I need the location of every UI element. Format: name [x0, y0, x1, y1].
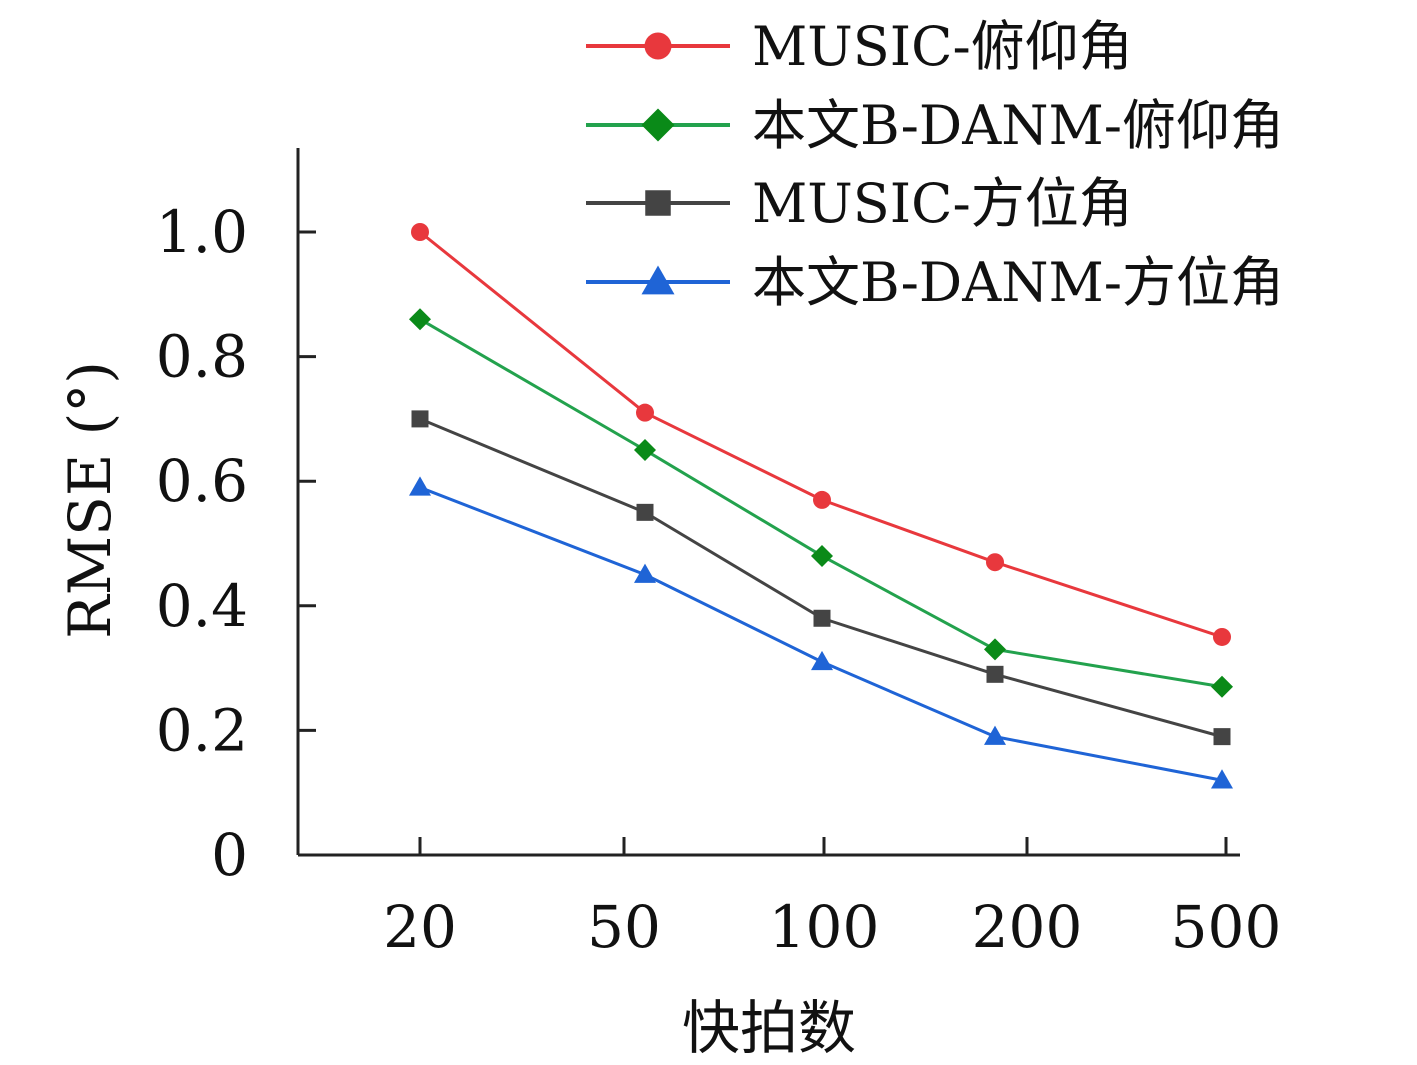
y-tick-label: 0	[211, 821, 248, 889]
legend-item: MUSIC-方位角	[586, 172, 1133, 235]
data-point-triangle	[641, 265, 675, 295]
data-point-triangle	[409, 476, 431, 496]
data-point-triangle	[984, 725, 1006, 745]
y-tick-label: 0.6	[156, 447, 248, 515]
y-tick-label: 0.4	[156, 572, 248, 640]
data-point-circle	[411, 223, 429, 241]
series-group	[411, 410, 1231, 746]
legend-item: 本文B-DANM-俯仰角	[586, 94, 1284, 157]
series-group	[411, 223, 1231, 646]
data-point-circle	[644, 32, 672, 60]
x-tick-label: 200	[972, 893, 1083, 961]
data-point-circle	[986, 553, 1004, 572]
data-point-square	[636, 503, 654, 521]
data-point-square	[986, 665, 1004, 683]
y-axis-label: RMSE (°)	[56, 361, 124, 639]
legend-item: 本文B-DANM-方位角	[586, 251, 1284, 314]
data-point-square	[645, 190, 671, 216]
data-point-triangle	[811, 650, 833, 671]
data-point-circle	[1213, 627, 1231, 646]
series-group	[409, 476, 1233, 789]
data-point-diamond	[409, 308, 431, 331]
series-line	[419, 486, 1223, 782]
data-point-square	[1213, 728, 1231, 746]
legend-label: MUSIC-方位角	[752, 172, 1133, 235]
axes	[296, 148, 1240, 857]
x-tick-label: 50	[587, 893, 661, 961]
y-tick-label: 0.8	[156, 323, 248, 391]
y-tick-label: 1.0	[156, 198, 248, 266]
series-group	[409, 308, 1233, 698]
x-tick-label: 100	[769, 893, 880, 961]
axis-ticks: 20 50 100 200 500 0 0.2 0.4 0.6 0.8 1.0	[156, 198, 1282, 961]
y-tick-label: 0.2	[156, 696, 248, 764]
legend-label: 本文B-DANM-俯仰角	[752, 94, 1284, 157]
x-axis-label: 快拍数	[682, 994, 856, 1062]
legend-label: 本文B-DANM-方位角	[752, 251, 1284, 314]
legend-item: MUSIC-俯仰角	[586, 15, 1133, 78]
data-point-diamond	[641, 108, 675, 142]
data-point-square	[411, 410, 429, 428]
series-line	[419, 417, 1223, 739]
data-point-diamond	[811, 544, 833, 567]
data-point-diamond	[1211, 675, 1233, 698]
data-point-circle	[813, 490, 831, 509]
data-point-diamond	[984, 638, 1006, 661]
x-tick-label: 20	[383, 893, 457, 961]
data-point-circle	[636, 403, 654, 422]
data-point-triangle	[1211, 769, 1233, 789]
data-point-triangle	[634, 563, 656, 583]
data-point-square	[813, 609, 831, 627]
x-tick-label: 500	[1171, 893, 1282, 961]
data-point-diamond	[634, 439, 656, 462]
data-series	[409, 223, 1233, 789]
legend-label: MUSIC-俯仰角	[752, 15, 1133, 78]
